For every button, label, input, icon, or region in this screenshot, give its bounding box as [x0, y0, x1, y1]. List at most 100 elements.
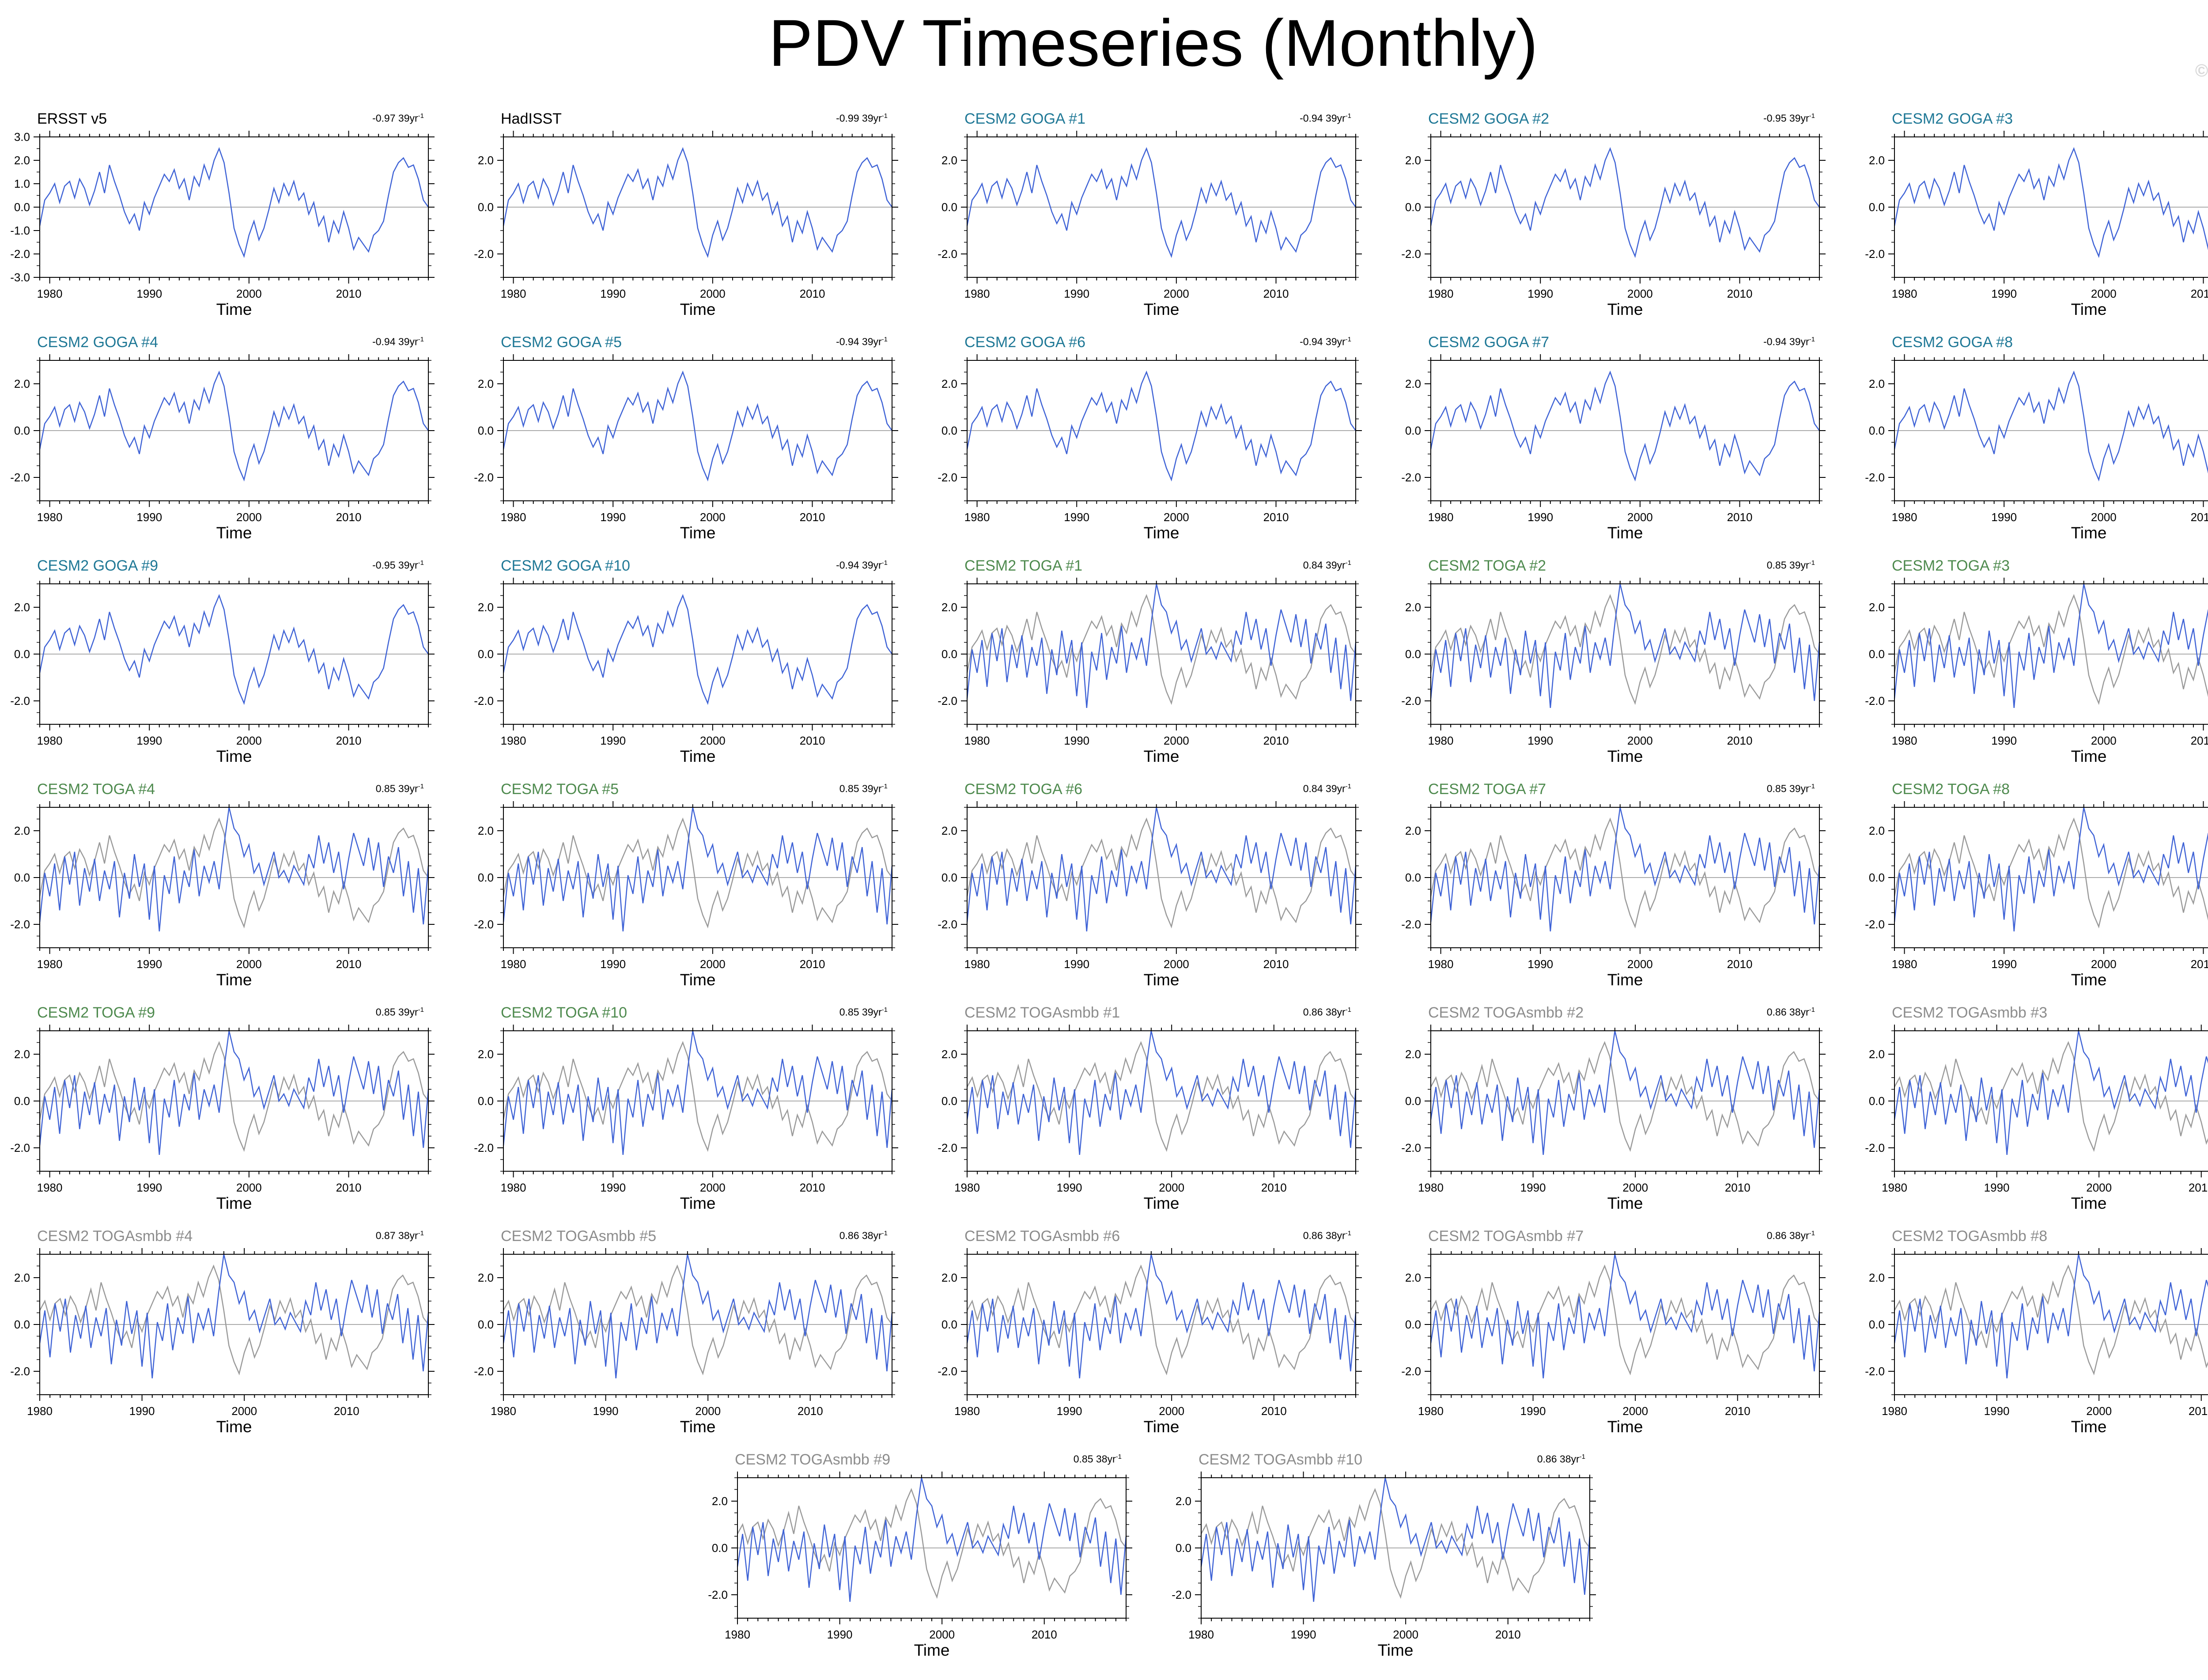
stat-exponent: -1	[1345, 1230, 1351, 1237]
stat-unit: 39yr	[1325, 783, 1346, 795]
stat-value: -0.94	[1300, 112, 1323, 124]
chart-svg: 1980 1990 2000 2010 2.0 0.0 -2.0	[474, 578, 898, 747]
observed-series-line	[737, 1488, 1127, 1599]
model-series-line	[1430, 807, 1820, 932]
model-series-line	[966, 583, 1357, 708]
panel-trend-stat: -0.94 39yr-1	[1763, 336, 1815, 348]
panel-trend-stat: 0.86 38yr-1	[1537, 1453, 1585, 1465]
y-tick-label: 2.0	[941, 824, 957, 837]
panel-title: CESM2 TOGAsmbb #4	[37, 1228, 193, 1245]
panel-trend-stat: 0.85 39yr-1	[376, 783, 424, 795]
x-tick-label: 2000	[1393, 1628, 1418, 1641]
y-tick-label: 2.0	[478, 1048, 494, 1061]
x-tick-label: 2000	[1627, 287, 1653, 300]
panel-title: CESM2 GOGA #2	[1428, 110, 1549, 127]
x-axis-label: Time	[680, 524, 716, 542]
stat-unit: 39yr	[1789, 112, 1809, 124]
y-tick-label: 2.0	[712, 1495, 728, 1508]
y-tick-label: 2.0	[1405, 1271, 1421, 1284]
stat-value: -0.94	[836, 336, 859, 348]
panel-title: CESM2 GOGA #10	[501, 557, 630, 574]
y-tick-label: 2.0	[14, 824, 30, 837]
chart-svg: 1980 1990 2000 2010 2.0 0.0 -2.0	[708, 1472, 1132, 1641]
stat-unit: 39yr	[398, 336, 418, 348]
panel-trend-stat: 0.86 38yr-1	[1767, 1230, 1815, 1242]
y-tick-label: 2.0	[14, 1271, 30, 1284]
chart-svg: 1980 1990 2000 2010 2.0 0.0 -2.0	[474, 1248, 898, 1418]
y-tick-label: 0.0	[14, 1094, 30, 1108]
stat-value: 0.86	[1766, 1230, 1787, 1241]
model-series-line	[1894, 583, 2208, 708]
x-tick-label: 1990	[593, 1404, 619, 1418]
chart-panel: CESM2 TOGA #4 0.85 39yr-1 Time 1980 1990 2000…	[0, 781, 435, 989]
chart-svg: 1980 1990 2000 2010 2.0 0.0 -2.0	[1401, 1025, 1826, 1194]
chart-svg: 1980 1990 2000 2010 2.0 0.0 -2.0	[474, 1025, 898, 1194]
pdv-series-line	[1430, 147, 1820, 258]
chart-panel: CESM2 TOGAsmbb #10 0.86 38yr-1 Time 1980 199…	[1157, 1451, 1596, 1659]
x-tick-label: 1990	[1064, 287, 1089, 300]
x-axis-label: Time	[216, 524, 252, 542]
chart-svg: 1980 1990 2000 2010 2.0 0.0 -2.0	[474, 354, 898, 524]
stat-exponent: -1	[418, 559, 424, 567]
stat-exponent: -1	[1809, 112, 1815, 120]
observed-series-line	[503, 1264, 893, 1376]
stat-unit: 38yr	[1325, 1230, 1346, 1241]
stat-exponent: -1	[881, 1006, 888, 1014]
x-tick-label: 2000	[1164, 957, 1189, 971]
panel-trend-stat: 0.86 38yr-1	[1767, 1006, 1815, 1018]
stat-unit: 38yr	[1789, 1006, 1809, 1018]
panel-title: CESM2 TOGA #7	[1428, 781, 1546, 798]
stat-unit: 39yr	[862, 336, 882, 348]
x-tick-label: 1980	[964, 287, 990, 300]
panel-title: CESM2 TOGAsmbb #10	[1199, 1451, 1363, 1468]
x-tick-label: 2010	[2191, 287, 2208, 300]
x-tick-label: 2000	[2091, 734, 2117, 747]
y-tick-label: 2.0	[478, 601, 494, 614]
panel-trend-stat: -0.94 39yr-1	[1300, 112, 1351, 125]
x-tick-label: 2010	[1032, 1628, 1057, 1641]
y-tick-label: 0.0	[478, 1094, 494, 1108]
x-tick-label: 2010	[334, 1404, 359, 1418]
y-tick-label: 0.0	[941, 647, 957, 661]
x-tick-label: 2010	[1727, 957, 1753, 971]
panel-title: CESM2 TOGAsmbb #7	[1428, 1228, 1584, 1245]
x-tick-label: 1980	[1428, 957, 1454, 971]
pdv-series-line	[503, 147, 893, 258]
panel-title: CESM2 GOGA #6	[964, 334, 1085, 351]
x-tick-label: 2010	[1727, 511, 1753, 524]
observed-series-line	[1200, 1488, 1591, 1599]
panel-title: CESM2 TOGA #4	[37, 781, 155, 798]
y-tick-label: -2.0	[474, 1141, 494, 1154]
y-tick-label: 2.0	[1869, 824, 1885, 837]
chart-svg: 1980 1990 2000 2010 2.0 0.0 -2.0	[1865, 801, 2208, 971]
model-series-line	[1894, 1254, 2208, 1379]
x-tick-label: 2010	[1261, 1404, 1287, 1418]
panel-title: CESM2 TOGA #8	[1892, 781, 2010, 798]
model-series-line	[39, 807, 429, 932]
model-series-line	[737, 1477, 1127, 1602]
y-tick-label: -2.0	[1401, 918, 1421, 931]
panel-title: CESM2 GOGA #4	[37, 334, 158, 351]
x-tick-label: 2010	[800, 1181, 825, 1194]
x-tick-label: 2000	[236, 957, 262, 971]
pdv-series-line	[1430, 371, 1820, 482]
panel-trend-stat: 0.85 39yr-1	[839, 783, 888, 795]
stat-value: -0.94	[836, 559, 859, 571]
x-tick-label: 1990	[600, 287, 626, 300]
chart-panel: CESM2 TOGAsmbb #4 0.87 38yr-1 Time 1980 1990…	[0, 1228, 435, 1436]
x-tick-label: 1980	[501, 287, 526, 300]
model-series-line	[1894, 1030, 2208, 1155]
y-tick-label: 2.0	[14, 601, 30, 614]
stat-exponent: -1	[418, 783, 424, 790]
x-axis-label: Time	[216, 1418, 252, 1436]
stat-exponent: -1	[881, 112, 888, 120]
chart-panel: CESM2 TOGAsmbb #7 0.86 38yr-1 Time 1980 1990…	[1387, 1228, 1826, 1436]
stat-value: -0.97	[372, 112, 396, 124]
chart-svg: 1980 1990 2000 2010 2.0 0.0 -2.0	[938, 1025, 1362, 1194]
x-tick-label: 1980	[1188, 1628, 1214, 1641]
panel-trend-stat: -0.95 39yr-1	[372, 559, 424, 571]
y-tick-label: 2.0	[1869, 1048, 1885, 1061]
x-tick-label: 1980	[1892, 957, 1917, 971]
stat-unit: 38yr	[862, 1230, 882, 1241]
model-series-line	[1200, 1477, 1591, 1602]
